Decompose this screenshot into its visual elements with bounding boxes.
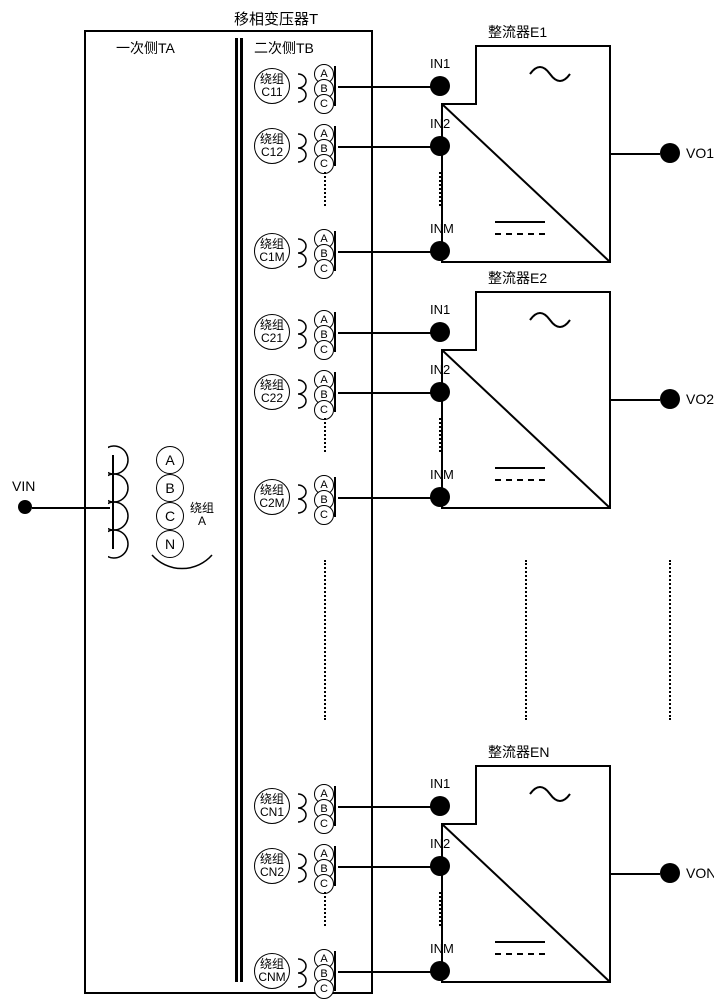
winding-C2M-phase-C: C — [314, 505, 334, 525]
winding-C22-phase-C: C — [314, 400, 334, 420]
rectifier-title: 整流器E2 — [488, 268, 547, 288]
vin-wire — [32, 507, 110, 509]
winding-CNM: 绕组CNM — [254, 953, 290, 989]
winding-CN2-phase-C: C — [314, 874, 334, 894]
core-line — [235, 38, 243, 982]
winding-C2M: 绕组C2M — [254, 479, 290, 515]
vin-label: VIN — [12, 478, 35, 494]
winding-CN2: 绕组CN2 — [254, 848, 290, 884]
winding-C11: 绕组C11 — [254, 68, 290, 104]
primary-winding-label: 绕组A — [190, 502, 214, 528]
winding-C1M: 绕组C1M — [254, 233, 290, 269]
primary-phase-A: A — [156, 446, 184, 474]
title: 移相变压器T — [234, 8, 318, 29]
winding-CN1-phase-C: C — [314, 814, 334, 834]
winding-C11-phase-C: C — [314, 94, 334, 114]
rectifier-title: 整流器EN — [488, 742, 549, 762]
winding-C1M-phase-C: C — [314, 259, 334, 279]
ellipsis-icon — [669, 560, 671, 720]
winding-C21: 绕组C21 — [254, 314, 290, 350]
ellipsis-icon — [324, 418, 326, 452]
primary-phase-B: B — [156, 474, 184, 502]
output-terminal — [660, 389, 680, 409]
winding-C12-phase-C: C — [314, 154, 334, 174]
winding-C21-phase-C: C — [314, 340, 334, 360]
winding-C12: 绕组C12 — [254, 128, 290, 164]
output-label: VO2 — [686, 391, 714, 407]
ellipsis-icon — [324, 892, 326, 926]
output-terminal — [660, 143, 680, 163]
primary-phase-C: C — [156, 502, 184, 530]
rectifier-title: 整流器E1 — [488, 22, 547, 42]
ellipsis-icon — [324, 560, 326, 720]
winding-C22: 绕组C22 — [254, 374, 290, 410]
output-label: VO1 — [686, 145, 714, 161]
winding-CNM-phase-C: C — [314, 979, 334, 999]
ellipsis-icon — [525, 560, 527, 720]
winding-CN1: 绕组CN1 — [254, 788, 290, 824]
output-terminal — [660, 863, 680, 883]
vin-terminal — [18, 500, 32, 514]
ellipsis-icon — [324, 172, 326, 206]
output-label: VON — [686, 865, 714, 881]
